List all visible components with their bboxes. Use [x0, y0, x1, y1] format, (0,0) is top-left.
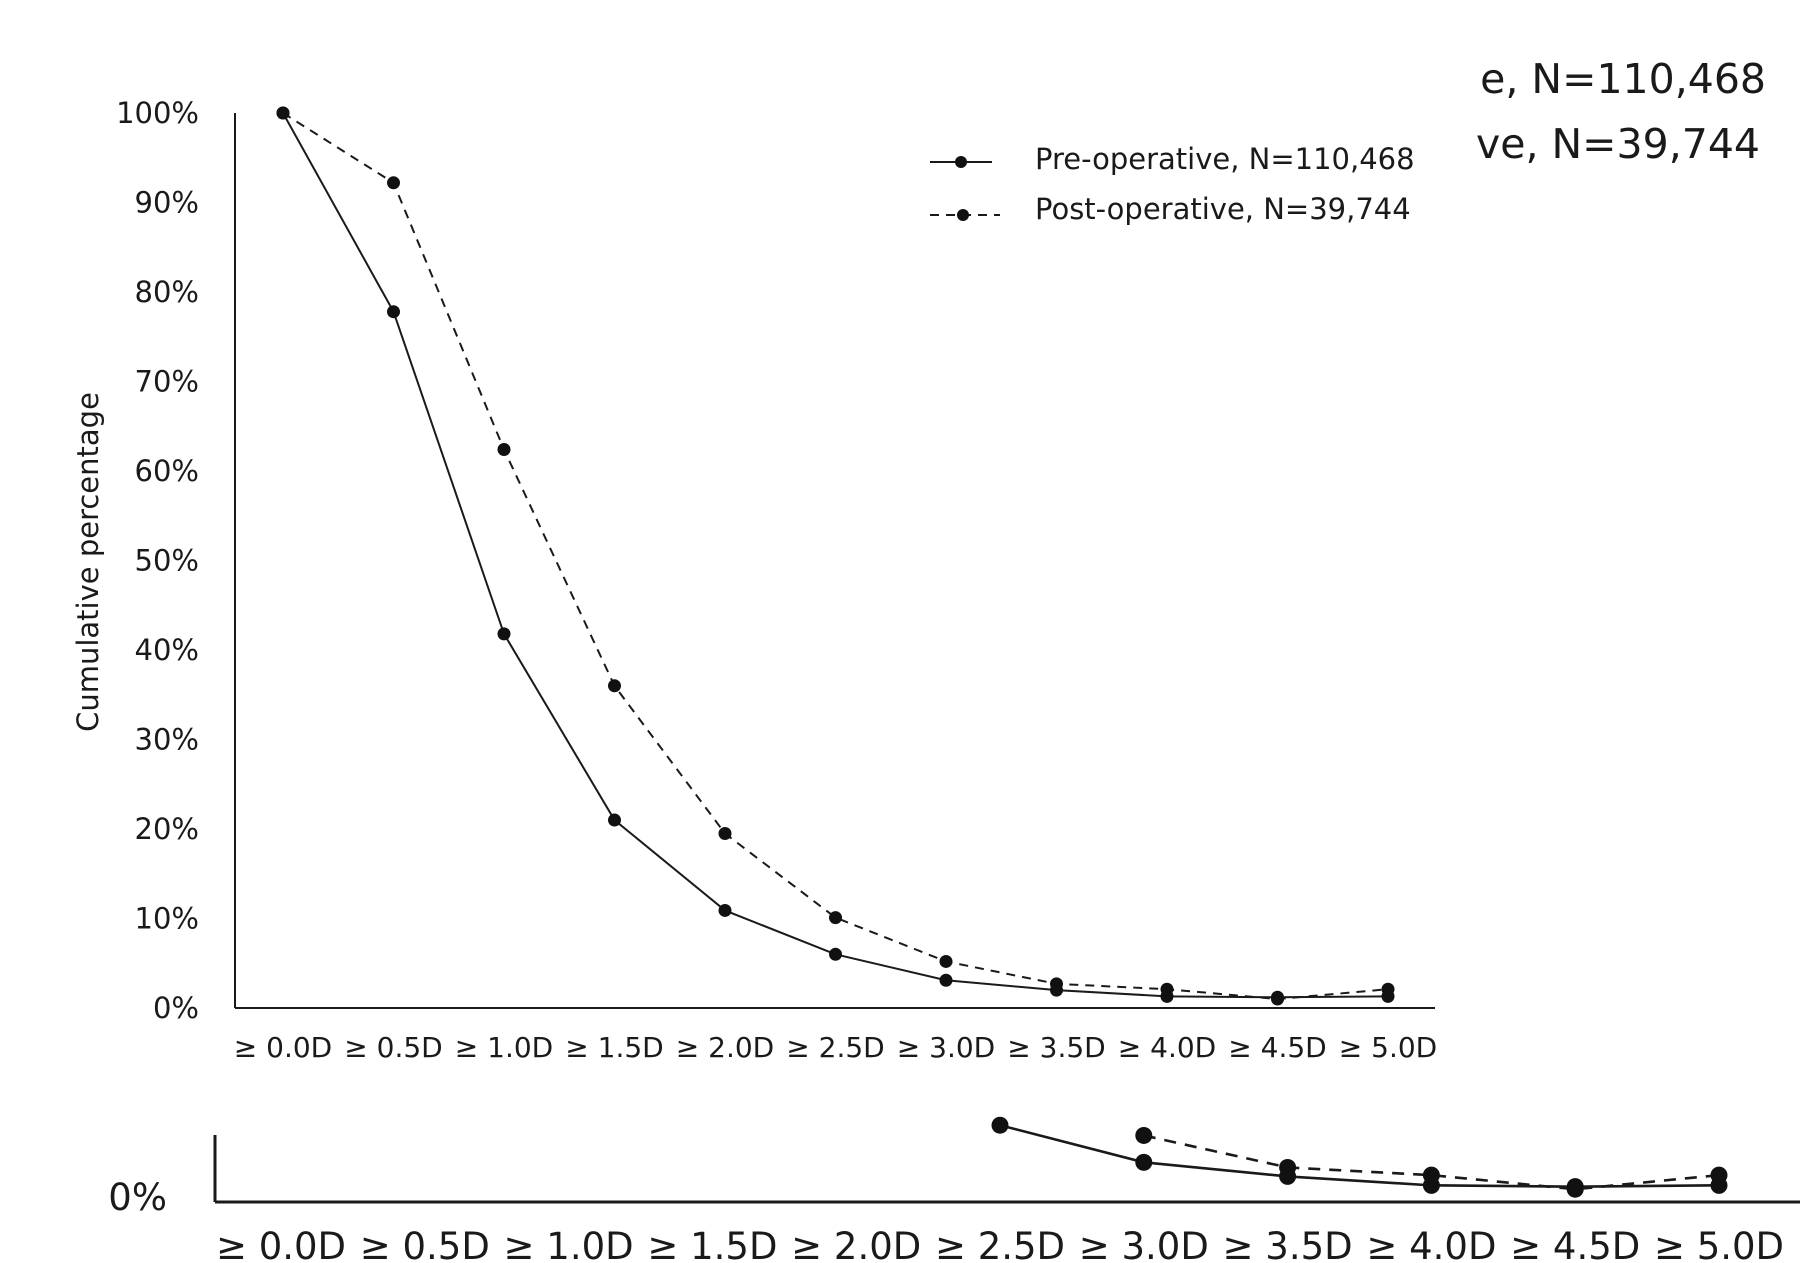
- legend-marker-pre-operative: [955, 156, 967, 168]
- series-line-post-operative: [282, 112, 1389, 1001]
- x-tick-4-5d: ≥ 4.5D: [1228, 1031, 1326, 1064]
- x-tick-0-0d: ≥ 0.0D: [234, 1031, 332, 1064]
- crop-x-tick-4-0d: ≥ 4.0D: [1366, 1225, 1496, 1263]
- x-tick-0-5d: ≥ 0.5D: [344, 1031, 442, 1064]
- crop-x-tick-3-5d: ≥ 3.5D: [1223, 1225, 1353, 1263]
- y-axis-label: Cumulative percentage: [71, 392, 105, 732]
- crop-point-post-operative-3-0d: [1135, 1126, 1153, 1144]
- y-tick-90: 90%: [135, 186, 199, 220]
- y-tick-10: 10%: [135, 902, 199, 936]
- y-tick-30: 30%: [135, 723, 199, 757]
- crop-point-pre-operative-3-0d: [1135, 1153, 1153, 1171]
- point-post-operative-2-0d: [718, 826, 732, 840]
- point-pre-operative-2-0d: [718, 903, 732, 917]
- crop-legend-fragment-post: ve, N=39,744: [1476, 120, 1760, 168]
- series-markers: [276, 106, 1395, 1006]
- y-tick-20: 20%: [135, 812, 199, 846]
- y-tick-60: 60%: [135, 454, 199, 488]
- x-tick-3-5d: ≥ 3.5D: [1007, 1031, 1105, 1064]
- point-post-operative-1-0d: [497, 443, 511, 457]
- crop-y-tick-0: 0%: [108, 1176, 167, 1219]
- legend-label-post-operative: Post-operative, N=39,744: [1035, 192, 1411, 226]
- crop-point-post-operative-4-0d: [1422, 1166, 1440, 1184]
- series-line-pre-operative: [282, 112, 1389, 999]
- crop-bottom-strip: 0% ≥ 0.0D ≥ 0.5D ≥ 1.0D ≥ 1.5D ≥ 2.0D ≥ 2.5D ≥…: [108, 1116, 1800, 1263]
- point-post-operative-0-0d: [276, 106, 290, 120]
- x-tick-2-0d: ≥ 2.0D: [676, 1031, 774, 1064]
- crop-series-line-post-operative: [1143, 1134, 1720, 1191]
- x-tick-1-0d: ≥ 1.0D: [455, 1031, 553, 1064]
- series-lines: [282, 112, 1389, 1001]
- x-tick-2-5d: ≥ 2.5D: [786, 1031, 884, 1064]
- y-tick-80: 80%: [135, 275, 199, 309]
- point-post-operative-3-0d: [939, 954, 953, 968]
- crop-legend-fragment-pre: e, N=110,468: [1480, 55, 1766, 103]
- point-post-operative-5-0d: [1381, 982, 1395, 996]
- point-post-operative-4-5d: [1271, 992, 1284, 1006]
- y-tick-0: 0%: [153, 991, 199, 1025]
- point-post-operative-1-5d: [608, 679, 621, 693]
- crop-point-pre-operative-2-5d: [991, 1116, 1009, 1134]
- crop-legend-fragments: e, N=110,468 ve, N=39,744: [1476, 55, 1766, 168]
- crop-x-tick-2-5d: ≥ 2.5D: [935, 1225, 1065, 1263]
- x-tick-labels: ≥ 0.0D ≥ 0.5D ≥ 1.0D ≥ 1.5D ≥ 2.0D ≥ 2.5D ≥ 3.…: [234, 1031, 1437, 1064]
- legend: Pre-operative, N=110,468 Post-operative,…: [930, 142, 1415, 226]
- x-tick-1-5d: ≥ 1.5D: [565, 1031, 663, 1064]
- crop-point-post-operative-3-5d: [1279, 1158, 1297, 1176]
- crop-x-tick-0-0d: ≥ 0.0D: [216, 1225, 346, 1263]
- crop-point-post-operative-4-5d: [1566, 1180, 1584, 1198]
- x-tick-5-0d: ≥ 5.0D: [1339, 1031, 1437, 1064]
- legend-marker-post-operative: [957, 209, 969, 221]
- y-tick-labels: 100% 90% 80% 70% 60% 50% 40% 30% 20% 10% 0%: [116, 96, 199, 1025]
- legend-label-pre-operative: Pre-operative, N=110,468: [1035, 142, 1415, 176]
- point-post-operative-0-5d: [387, 176, 400, 190]
- y-tick-70: 70%: [135, 365, 199, 399]
- point-pre-operative-1-5d: [608, 813, 621, 827]
- point-pre-operative-3-0d: [939, 973, 953, 987]
- crop-x-tick-5-0d: ≥ 5.0D: [1654, 1225, 1784, 1263]
- y-tick-50: 50%: [135, 544, 199, 578]
- crop-x-tick-2-0d: ≥ 2.0D: [791, 1225, 921, 1263]
- crop-series: [991, 1116, 1728, 1198]
- crop-point-post-operative-5-0d: [1710, 1166, 1728, 1184]
- point-pre-operative-2-5d: [829, 947, 842, 961]
- crop-x-tick-0-5d: ≥ 0.5D: [360, 1225, 490, 1263]
- point-post-operative-4-0d: [1160, 982, 1174, 996]
- point-pre-operative-0-5d: [387, 305, 400, 319]
- y-tick-100: 100%: [116, 96, 199, 130]
- y-tick-40: 40%: [135, 633, 199, 667]
- x-tick-3-0d: ≥ 3.0D: [897, 1031, 995, 1064]
- x-tick-4-0d: ≥ 4.0D: [1118, 1031, 1216, 1064]
- crop-series-line-pre-operative: [999, 1123, 1720, 1188]
- point-post-operative-3-5d: [1050, 977, 1063, 991]
- point-post-operative-2-5d: [829, 911, 842, 925]
- crop-x-tick-1-5d: ≥ 1.5D: [647, 1225, 777, 1263]
- crop-x-tick-1-0d: ≥ 1.0D: [504, 1225, 634, 1263]
- crop-x-tick-3-0d: ≥ 3.0D: [1079, 1225, 1209, 1263]
- crop-x-tick-labels: ≥ 0.0D ≥ 0.5D ≥ 1.0D ≥ 1.5D ≥ 2.0D ≥ 2.5D ≥ 3.…: [216, 1225, 1784, 1263]
- point-pre-operative-1-0d: [497, 627, 511, 641]
- crop-x-tick-4-5d: ≥ 4.5D: [1510, 1225, 1640, 1263]
